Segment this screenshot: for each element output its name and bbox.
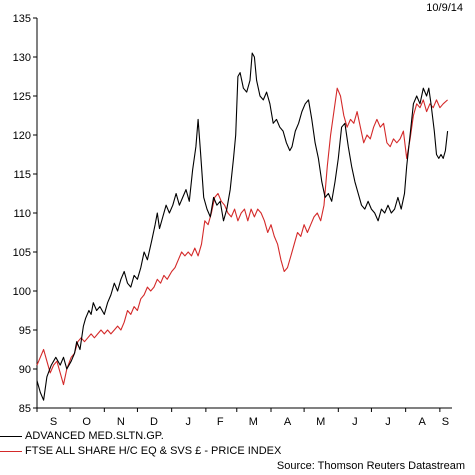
y-tick-label: 130: [13, 52, 31, 64]
y-tick-label: 115: [13, 169, 31, 181]
series-b-line: [36, 87, 448, 386]
x-tick-label: M: [249, 416, 258, 428]
y-tick-label: 120: [13, 130, 31, 142]
x-tick-label: J: [352, 416, 358, 428]
y-tick-label: 95: [19, 325, 31, 337]
legend-label-series-b: FTSE ALL SHARE H/C EQ & SVS £ - PRICE IN…: [25, 445, 282, 457]
legend-label-series-a: ADVANCED MED.SLTN.GP.: [25, 430, 164, 442]
y-tick-label: 90: [19, 364, 31, 376]
y-tick-label: 105: [13, 247, 31, 259]
date-stamp: 10/9/14: [426, 2, 463, 14]
series-lines: [36, 52, 449, 401]
legend-item-series-b: FTSE ALL SHARE H/C EQ & SVS £ - PRICE IN…: [0, 445, 281, 457]
legend-swatch-series-b: [0, 450, 22, 452]
x-tick-label: J: [385, 416, 391, 428]
source-note: Source: Thomson Reuters Datastream: [276, 460, 465, 472]
y-axis: 85 90 95 100 105 110 115 120 125 130 135: [13, 13, 38, 415]
y-tick-label: 110: [13, 208, 31, 220]
legend-item-series-a: ADVANCED MED.SLTN.GP.: [0, 430, 164, 442]
x-tick-label: F: [217, 416, 224, 428]
x-tick-label: A: [284, 416, 292, 428]
x-tick-label: O: [82, 416, 91, 428]
x-tick-label: A: [419, 416, 427, 428]
y-tick-label: 125: [13, 91, 31, 103]
x-tick-label: S: [50, 416, 57, 428]
x-tick-label: N: [117, 416, 125, 428]
x-tick-label: M: [316, 416, 325, 428]
series-a-line: [36, 52, 449, 401]
y-tick-label: 100: [13, 286, 31, 298]
legend-swatch-series-a: [0, 435, 22, 437]
y-tick-label: 135: [13, 13, 31, 25]
y-tick-label: 85: [19, 403, 31, 415]
x-tick-label: J: [185, 416, 191, 428]
x-tick-label: S: [442, 416, 449, 428]
x-tick-label: D: [150, 416, 158, 428]
